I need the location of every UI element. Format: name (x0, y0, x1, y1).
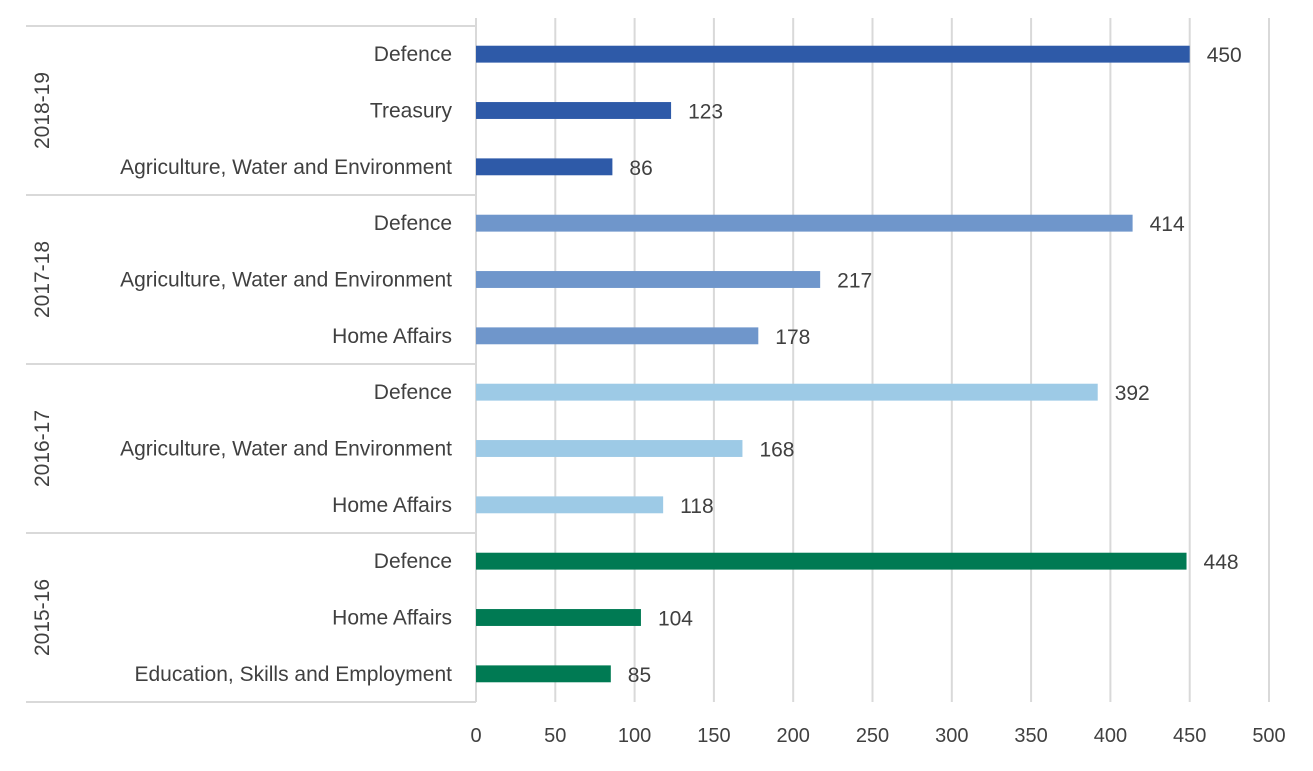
category-label: Education, Skills and Employment (135, 663, 453, 686)
group-label-2017-18: 2017-18 (31, 241, 54, 318)
value-label: 450 (1207, 44, 1242, 67)
value-label: 168 (759, 439, 794, 462)
x-tick-label: 250 (856, 725, 889, 747)
bar-2016-17-1 (476, 440, 743, 457)
value-label: 118 (680, 495, 713, 518)
bar-2017-18-2 (476, 327, 759, 345)
bar-2017-18-1 (476, 271, 821, 288)
category-label: Agriculture, Water and Environment (120, 269, 452, 292)
bar-2016-17-2 (476, 496, 664, 514)
group-label-2015-16: 2015-16 (31, 579, 54, 656)
value-label: 85 (628, 664, 651, 687)
bar-2018-19-1 (476, 102, 672, 119)
x-tick-label: 400 (1094, 725, 1127, 747)
bar-2015-16-2 (476, 665, 611, 683)
x-tick-label: 0 (470, 725, 481, 747)
category-axis-frame (26, 25, 476, 703)
category-label: Defence (374, 381, 452, 404)
category-label: Home Affairs (332, 494, 452, 517)
category-label: Defence (374, 212, 452, 235)
x-tick-label: 350 (1014, 725, 1047, 747)
x-tick-label: 300 (935, 725, 968, 747)
value-label: 414 (1150, 213, 1185, 236)
x-tick-label: 450 (1173, 725, 1206, 747)
bar-2016-17-0 (476, 383, 1098, 401)
bars (476, 45, 1190, 683)
labels: 0 50 100 150 200 250 300 350 400 450 500 2018-19 Def… (31, 43, 1286, 747)
value-label: 104 (658, 608, 693, 631)
value-label: 123 (688, 101, 723, 124)
value-label: 217 (837, 270, 872, 293)
category-label: Defence (374, 550, 452, 573)
category-label: Treasury (370, 100, 453, 123)
value-label: 448 (1204, 551, 1239, 574)
grid-lines (475, 18, 1270, 702)
x-tick-label: 100 (618, 725, 651, 747)
x-tick-label: 150 (697, 725, 730, 747)
category-label: Home Affairs (332, 325, 452, 348)
bar-2015-16-1 (476, 609, 641, 626)
category-label: Agriculture, Water and Environment (120, 438, 452, 461)
value-label: 86 (629, 157, 652, 180)
group-label-2018-19: 2018-19 (31, 72, 54, 149)
x-tick-label: 200 (777, 725, 810, 747)
bar-2018-19-2 (476, 158, 613, 176)
bar-2018-19-0 (476, 45, 1190, 63)
value-label: 392 (1115, 382, 1150, 405)
category-label: Agriculture, Water and Environment (120, 156, 452, 179)
bar-2015-16-0 (476, 552, 1187, 570)
x-tick-label: 500 (1252, 725, 1285, 747)
value-label: 178 (775, 326, 810, 349)
group-label-2016-17: 2016-17 (31, 410, 54, 487)
category-label: Defence (374, 43, 452, 66)
bar-2017-18-0 (476, 214, 1133, 232)
category-label: Home Affairs (332, 607, 452, 630)
x-tick-label: 50 (544, 725, 566, 747)
